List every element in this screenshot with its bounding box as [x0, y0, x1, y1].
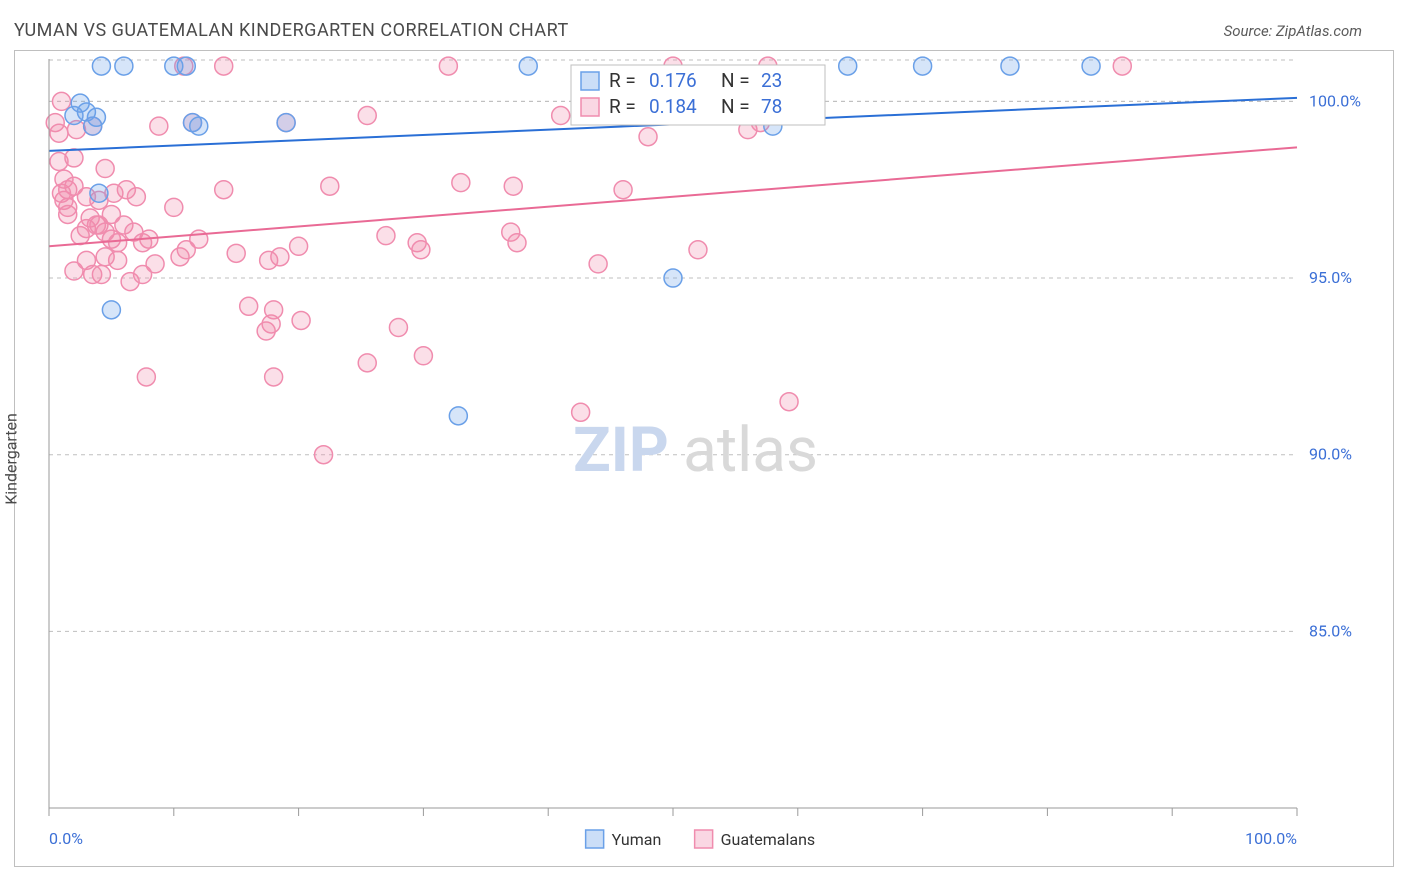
data-point	[414, 347, 432, 365]
data-point	[914, 57, 932, 75]
source-prefix: Source:	[1224, 22, 1276, 40]
data-point	[504, 177, 522, 195]
svg-text:ZIP: ZIP	[573, 414, 669, 487]
data-point	[92, 266, 110, 284]
legend-swatch	[581, 98, 599, 116]
source-name: ZipAtlas.com	[1276, 22, 1362, 40]
chart-title: YUMAN VS GUATEMALAN KINDERGARTEN CORRELA…	[14, 20, 569, 41]
data-point	[639, 128, 657, 146]
data-point	[1001, 57, 1019, 75]
data-point	[50, 124, 68, 142]
data-point	[452, 174, 470, 192]
data-point	[137, 368, 155, 386]
data-point	[664, 269, 682, 287]
data-point	[292, 311, 310, 329]
data-point	[109, 234, 127, 252]
data-point	[52, 92, 70, 110]
legend-label: Yuman	[612, 830, 662, 849]
trend-line	[49, 147, 1297, 246]
data-point	[87, 108, 105, 126]
stat-r-label: R =	[609, 69, 636, 92]
data-point	[508, 234, 526, 252]
legend-swatch	[586, 830, 604, 848]
data-point	[190, 117, 208, 135]
y-axis-title: Kindergarten	[2, 413, 21, 505]
source-attribution: Source: ZipAtlas.com	[1224, 22, 1362, 40]
data-point	[439, 57, 457, 75]
y-tick-label: 95.0%	[1309, 268, 1352, 287]
data-point	[614, 181, 632, 199]
data-point	[109, 251, 127, 269]
data-point	[552, 107, 570, 125]
data-point	[215, 57, 233, 75]
stats-legend: R = 0.176 N = 23 R = 0.184 N = 78	[571, 65, 825, 125]
data-point	[215, 181, 233, 199]
data-point	[90, 184, 108, 202]
y-tick-label: 85.0%	[1309, 621, 1352, 640]
data-point	[321, 177, 339, 195]
data-point	[839, 57, 857, 75]
data-point	[389, 319, 407, 337]
data-point	[1113, 57, 1131, 75]
data-point	[358, 354, 376, 372]
watermark: ZIPatlas	[573, 414, 818, 487]
data-point	[127, 188, 145, 206]
stat-r-value: 0.184	[649, 95, 697, 118]
data-point	[1082, 57, 1100, 75]
y-tick-label: 100.0%	[1309, 91, 1361, 110]
data-point	[146, 255, 164, 273]
data-point	[377, 227, 395, 245]
data-point	[572, 403, 590, 421]
data-point	[165, 198, 183, 216]
data-point	[449, 407, 467, 425]
data-point	[780, 393, 798, 411]
y-tick-label: 90.0%	[1309, 445, 1352, 464]
svg-text:atlas: atlas	[683, 414, 818, 487]
data-point	[277, 114, 295, 132]
stat-n-value: 78	[761, 95, 782, 118]
data-point	[65, 149, 83, 167]
scatter-chart: 85.0% 90.0% 95.0% 100.0% ZIPatlas 0.0% 100.0% Y…	[15, 51, 1393, 866]
data-point	[271, 248, 289, 266]
legend-swatch	[581, 72, 599, 90]
data-point	[227, 244, 245, 262]
data-point	[92, 57, 110, 75]
data-point	[589, 255, 607, 273]
data-point	[102, 301, 120, 319]
data-point	[59, 198, 77, 216]
data-point	[412, 241, 430, 259]
stat-n-label: N =	[721, 95, 750, 118]
stat-n-value: 23	[761, 69, 782, 92]
data-point	[358, 107, 376, 125]
x-tick-label: 100.0%	[1245, 829, 1297, 848]
stat-n-label: N =	[721, 69, 750, 92]
data-point	[177, 57, 195, 75]
stat-r-label: R =	[609, 95, 636, 118]
x-tick-label: 0.0%	[49, 829, 83, 848]
stat-r-value: 0.176	[649, 69, 697, 92]
data-point	[519, 57, 537, 75]
data-point	[265, 368, 283, 386]
legend-label: Guatemalans	[721, 830, 816, 849]
data-point	[240, 297, 258, 315]
data-point	[315, 446, 333, 464]
data-point	[265, 301, 283, 319]
legend-swatch	[695, 830, 713, 848]
data-point	[689, 241, 707, 259]
data-point	[150, 117, 168, 135]
data-point	[96, 160, 114, 178]
data-point	[115, 57, 133, 75]
data-point	[290, 237, 308, 255]
chart-container: Kindergarten 85.0%90.0%95.0%100.0%ZIPatl…	[14, 50, 1394, 867]
